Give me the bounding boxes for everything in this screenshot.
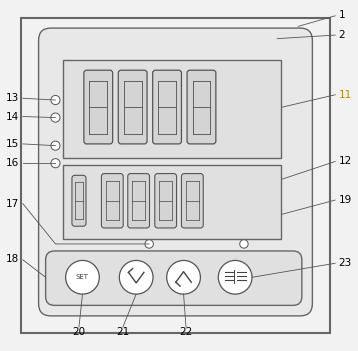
Text: 17: 17 [6,199,19,208]
Text: 21: 21 [116,327,130,337]
Circle shape [51,113,60,122]
Bar [63,165,281,239]
FancyBboxPatch shape [118,70,147,144]
Bar [21,18,330,333]
Text: 1: 1 [339,10,345,20]
FancyBboxPatch shape [153,70,182,144]
Text: 16: 16 [6,158,19,168]
Circle shape [167,260,200,294]
Circle shape [51,141,60,150]
FancyBboxPatch shape [187,70,216,144]
FancyBboxPatch shape [155,173,176,228]
Text: 19: 19 [339,195,352,205]
Text: 20: 20 [72,327,86,337]
Circle shape [51,95,60,105]
FancyBboxPatch shape [101,173,123,228]
Circle shape [145,240,153,248]
Text: 23: 23 [339,258,352,268]
Circle shape [66,260,99,294]
Text: 2: 2 [339,30,345,40]
Bar [63,60,281,158]
FancyBboxPatch shape [45,251,302,305]
Text: 15: 15 [6,139,19,149]
FancyBboxPatch shape [72,176,86,226]
FancyBboxPatch shape [39,28,313,316]
Text: SET: SET [76,274,89,280]
Text: 12: 12 [339,157,352,166]
Circle shape [240,240,248,248]
Text: 13: 13 [6,93,19,102]
Text: 14: 14 [6,112,19,121]
FancyBboxPatch shape [182,173,203,228]
Text: 18: 18 [6,254,19,264]
FancyBboxPatch shape [84,70,113,144]
Text: 22: 22 [179,327,193,337]
Text: 11: 11 [339,90,352,100]
Circle shape [51,159,60,168]
FancyBboxPatch shape [128,173,150,228]
Circle shape [119,260,153,294]
Circle shape [218,260,252,294]
